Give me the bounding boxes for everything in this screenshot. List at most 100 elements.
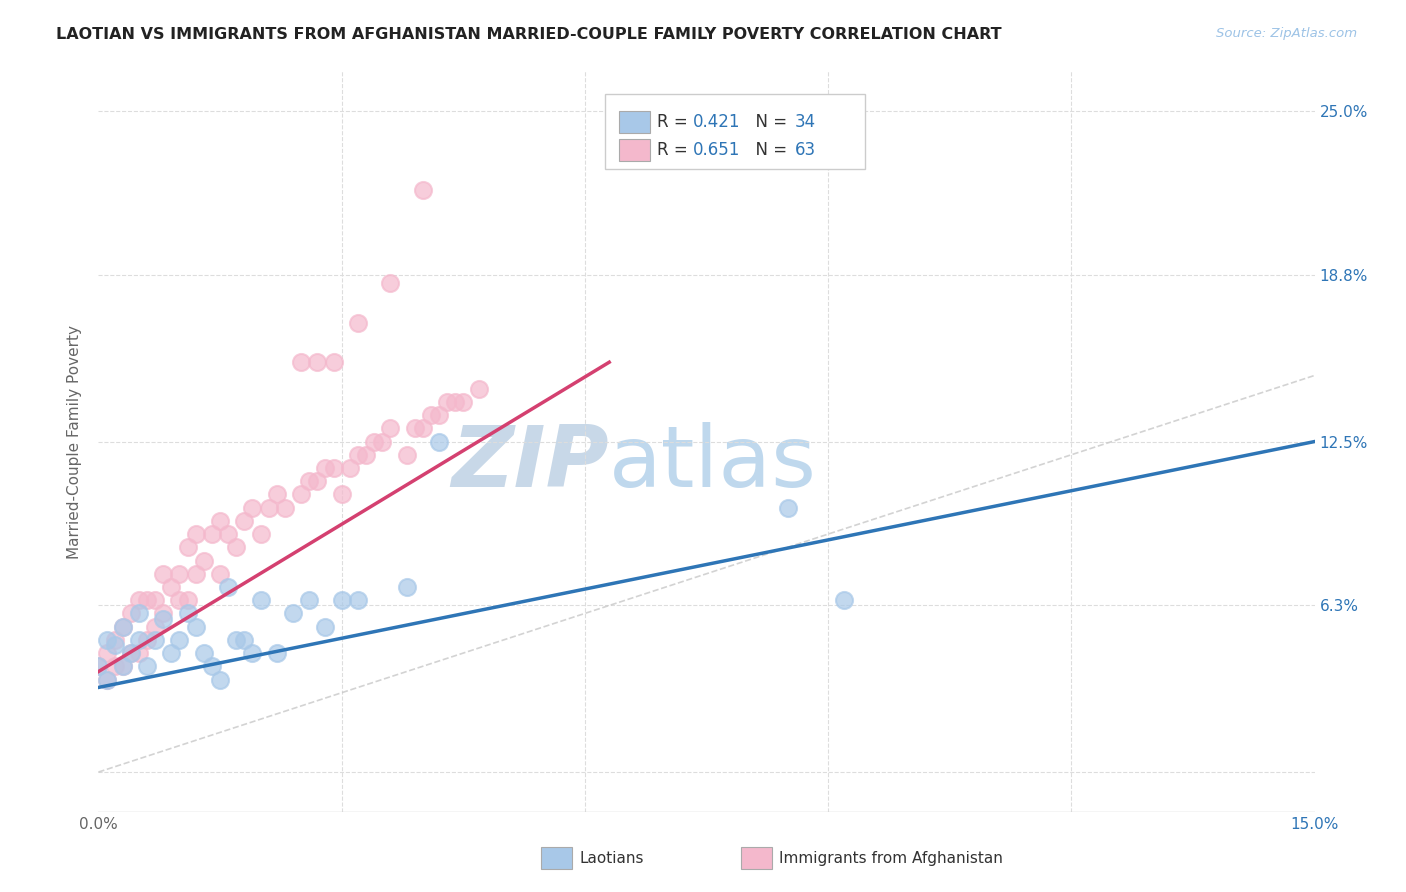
Point bbox=[152, 566, 174, 581]
Point bbox=[380, 421, 402, 435]
Point bbox=[111, 659, 134, 673]
Point bbox=[209, 673, 232, 687]
Point bbox=[160, 646, 183, 660]
Point bbox=[184, 527, 207, 541]
Text: atlas: atlas bbox=[609, 422, 817, 505]
Point bbox=[266, 646, 288, 660]
Text: 0.651: 0.651 bbox=[693, 141, 741, 159]
Text: N =: N = bbox=[745, 113, 793, 131]
Point bbox=[111, 619, 134, 633]
Point bbox=[217, 580, 239, 594]
Point bbox=[266, 487, 288, 501]
Text: R =: R = bbox=[657, 113, 693, 131]
Point bbox=[193, 553, 215, 567]
Point bbox=[184, 566, 207, 581]
Point bbox=[363, 434, 385, 449]
Point bbox=[249, 527, 271, 541]
Point bbox=[404, 421, 426, 435]
Point bbox=[274, 500, 297, 515]
Point bbox=[453, 395, 475, 409]
Point bbox=[330, 593, 353, 607]
Point bbox=[233, 632, 256, 647]
Point bbox=[225, 541, 247, 555]
Point bbox=[176, 541, 198, 555]
Point bbox=[354, 448, 377, 462]
Point bbox=[395, 580, 418, 594]
Text: Laotians: Laotians bbox=[579, 851, 644, 865]
Point bbox=[242, 500, 264, 515]
Point bbox=[322, 461, 344, 475]
Point bbox=[152, 612, 174, 626]
Point bbox=[307, 474, 329, 488]
Point bbox=[136, 593, 159, 607]
Point bbox=[314, 461, 336, 475]
Point bbox=[104, 632, 127, 647]
Point bbox=[395, 448, 418, 462]
Point bbox=[444, 395, 467, 409]
Point bbox=[120, 646, 142, 660]
Text: 63: 63 bbox=[794, 141, 815, 159]
Point bbox=[427, 434, 450, 449]
Point bbox=[427, 408, 450, 422]
Point bbox=[128, 607, 150, 621]
Point bbox=[128, 593, 150, 607]
Point bbox=[104, 638, 127, 652]
Point bbox=[128, 632, 150, 647]
Point bbox=[412, 421, 434, 435]
Point bbox=[339, 461, 361, 475]
Point bbox=[104, 659, 127, 673]
Text: 0.421: 0.421 bbox=[693, 113, 741, 131]
Point bbox=[225, 632, 247, 647]
Point bbox=[169, 632, 191, 647]
Point bbox=[96, 646, 118, 660]
Point bbox=[143, 619, 166, 633]
Point bbox=[209, 514, 232, 528]
Point bbox=[257, 500, 280, 515]
Point bbox=[193, 646, 215, 660]
Point bbox=[330, 487, 353, 501]
Point bbox=[176, 593, 198, 607]
Point bbox=[209, 566, 232, 581]
Point bbox=[96, 673, 118, 687]
Point bbox=[96, 632, 118, 647]
Point bbox=[136, 659, 159, 673]
Point bbox=[298, 474, 321, 488]
Point bbox=[347, 316, 370, 330]
Point bbox=[176, 607, 198, 621]
Point bbox=[111, 619, 134, 633]
Point bbox=[468, 382, 491, 396]
Point bbox=[290, 487, 312, 501]
Point bbox=[412, 183, 434, 197]
Point bbox=[160, 580, 183, 594]
Text: N =: N = bbox=[745, 141, 793, 159]
Point bbox=[242, 646, 264, 660]
Text: LAOTIAN VS IMMIGRANTS FROM AFGHANISTAN MARRIED-COUPLE FAMILY POVERTY CORRELATION: LAOTIAN VS IMMIGRANTS FROM AFGHANISTAN M… bbox=[56, 27, 1002, 42]
Point bbox=[87, 659, 110, 673]
Point bbox=[281, 607, 304, 621]
Text: ZIP: ZIP bbox=[451, 422, 609, 505]
Point bbox=[120, 646, 142, 660]
Point bbox=[143, 593, 166, 607]
Point bbox=[380, 276, 402, 290]
Point bbox=[128, 646, 150, 660]
Point bbox=[436, 395, 458, 409]
Point bbox=[249, 593, 271, 607]
Point bbox=[290, 355, 312, 369]
Point bbox=[152, 607, 174, 621]
Point bbox=[111, 659, 134, 673]
Point bbox=[120, 607, 142, 621]
Text: 34: 34 bbox=[794, 113, 815, 131]
Point bbox=[314, 619, 336, 633]
Point bbox=[184, 619, 207, 633]
Point bbox=[419, 408, 441, 422]
Point bbox=[169, 593, 191, 607]
Point bbox=[87, 659, 110, 673]
Point bbox=[776, 500, 799, 515]
Text: R =: R = bbox=[657, 141, 693, 159]
Point bbox=[371, 434, 394, 449]
Point bbox=[347, 593, 370, 607]
Text: Immigrants from Afghanistan: Immigrants from Afghanistan bbox=[779, 851, 1002, 865]
Point bbox=[322, 355, 344, 369]
Point bbox=[201, 527, 224, 541]
Point bbox=[298, 593, 321, 607]
